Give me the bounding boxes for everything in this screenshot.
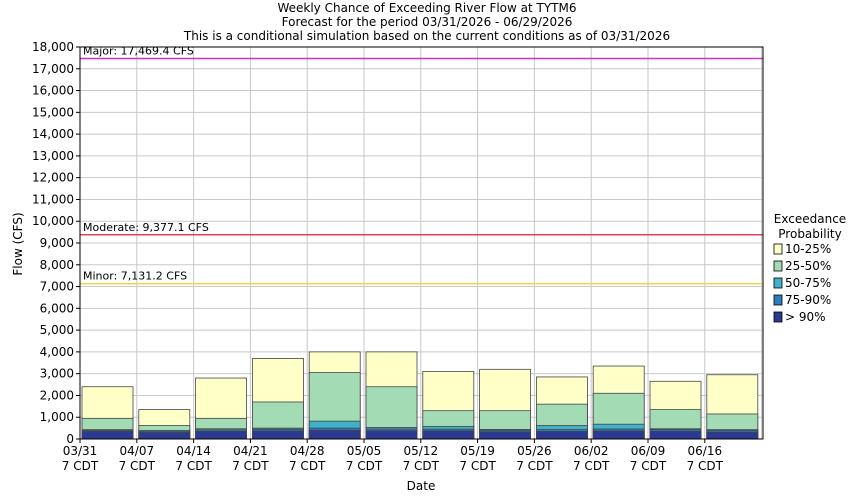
y-tick-label-14: 14,000 xyxy=(32,127,74,141)
y-tick-label-10: 10,000 xyxy=(32,214,74,228)
flood-thresholds: Major: 17,469.4 CFS Moderate: 9,377.1 CFS… xyxy=(80,45,763,285)
x-tick-time-5: 7 CDT xyxy=(346,459,383,473)
bar-7-series-0 xyxy=(479,431,532,440)
chart-title: Weekly Chance of Exceeding River Flow at… xyxy=(183,1,670,43)
x-tick-time-4: 7 CDT xyxy=(289,459,326,473)
bar-11-series-0 xyxy=(706,431,759,440)
y-tick-label-6: 6,000 xyxy=(40,301,74,315)
y-tick-label-12: 12,000 xyxy=(32,171,74,185)
x-tick-date-9: 06/02 xyxy=(574,444,609,458)
x-tick-time-6: 7 CDT xyxy=(403,459,440,473)
title-line-2: Forecast for the period 03/31/2026 - 06/… xyxy=(282,15,573,29)
bars xyxy=(81,351,759,440)
y-tick-label-18: 18,000 xyxy=(32,40,74,54)
title-line-3: This is a conditional simulation based o… xyxy=(183,29,670,43)
legend-swatch-3 xyxy=(773,294,783,306)
y-tick-label-0: 0 xyxy=(66,432,74,446)
x-tick-date-11: 06/16 xyxy=(688,444,723,458)
bar-1-series-0 xyxy=(138,432,191,440)
x-tick-time-11: 7 CDT xyxy=(687,459,724,473)
y-tick-label-5: 5,000 xyxy=(40,323,74,337)
x-tick-date-6: 05/12 xyxy=(404,444,439,458)
legend-title-line-2: Probability xyxy=(778,227,841,241)
y-tick-label-8: 8,000 xyxy=(40,258,74,272)
legend-label-3: 75-90% xyxy=(785,293,831,307)
x-tick-date-5: 05/05 xyxy=(347,444,382,458)
y-tick-label-16: 16,000 xyxy=(32,84,74,98)
y-tick-label-17: 17,000 xyxy=(32,62,74,76)
x-tick-time-2: 7 CDT xyxy=(175,459,212,473)
x-tick-time-7: 7 CDT xyxy=(459,459,496,473)
y-tick-label-7: 7,000 xyxy=(40,280,74,294)
y-tick-label-9: 9,000 xyxy=(40,236,74,250)
legend-title-line-1: Exceedance xyxy=(774,212,846,226)
bar-0-series-0 xyxy=(81,430,134,440)
legend-label-1: 25-50% xyxy=(785,259,831,273)
threshold-label-2: Minor: 7,131.2 CFS xyxy=(83,270,187,283)
legend-swatch-4 xyxy=(773,311,783,323)
threshold-label-1: Moderate: 9,377.1 CFS xyxy=(83,221,209,234)
threshold-label-0: Major: 17,469.4 CFS xyxy=(83,45,194,58)
title-line-1: Weekly Chance of Exceeding River Flow at… xyxy=(277,1,576,15)
y-tick-label-1: 1,000 xyxy=(40,410,74,424)
x-tick-time-9: 7 CDT xyxy=(573,459,610,473)
legend-label-2: 50-75% xyxy=(785,276,831,290)
bar-2-series-0 xyxy=(195,430,248,440)
y-tick-label-15: 15,000 xyxy=(32,105,74,119)
x-tick-time-3: 7 CDT xyxy=(232,459,269,473)
y-axis-ticks: 0 1,000 2,000 3,000 4,000 5,000 6,000 7,000 8,00… xyxy=(32,40,80,446)
bar-9-series-0 xyxy=(592,430,645,440)
bar-5-series-0 xyxy=(365,430,418,440)
x-tick-date-8: 05/26 xyxy=(517,444,552,458)
legend-swatch-2 xyxy=(773,277,783,289)
x-tick-date-10: 06/09 xyxy=(631,444,666,458)
y-tick-label-2: 2,000 xyxy=(40,388,74,402)
x-tick-date-4: 04/28 xyxy=(290,444,325,458)
x-axis-label: Date xyxy=(407,479,436,493)
legend-swatch-0 xyxy=(773,243,783,255)
y-tick-label-4: 4,000 xyxy=(40,345,74,359)
x-tick-date-3: 04/21 xyxy=(233,444,268,458)
legend-label-0: 10-25% xyxy=(785,242,831,256)
y-tick-label-13: 13,000 xyxy=(32,149,74,163)
bar-3-series-0 xyxy=(251,430,304,440)
bar-8-series-0 xyxy=(536,430,588,440)
legend-label-4: > 90% xyxy=(785,310,826,324)
y-tick-label-3: 3,000 xyxy=(40,367,74,381)
x-tick-time-0: 7 CDT xyxy=(62,459,99,473)
x-tick-date-0: 03/31 xyxy=(63,444,98,458)
x-tick-time-8: 7 CDT xyxy=(516,459,553,473)
x-tick-time-10: 7 CDT xyxy=(630,459,667,473)
legend: Exceedance Probability 10-25% 25-50% 50-75… xyxy=(773,212,846,324)
bar-10-series-0 xyxy=(649,430,702,440)
bar-4-series-0 xyxy=(308,429,361,440)
bar-6-series-0 xyxy=(422,430,475,440)
y-axis-label: Flow (CFS) xyxy=(11,212,25,275)
gridlines xyxy=(80,47,763,439)
x-tick-date-2: 04/14 xyxy=(176,444,211,458)
x-tick-date-1: 04/07 xyxy=(120,444,155,458)
y-tick-label-11: 11,000 xyxy=(32,192,74,206)
legend-swatch-1 xyxy=(773,260,783,272)
x-tick-date-7: 05/19 xyxy=(460,444,495,458)
x-tick-time-1: 7 CDT xyxy=(119,459,156,473)
